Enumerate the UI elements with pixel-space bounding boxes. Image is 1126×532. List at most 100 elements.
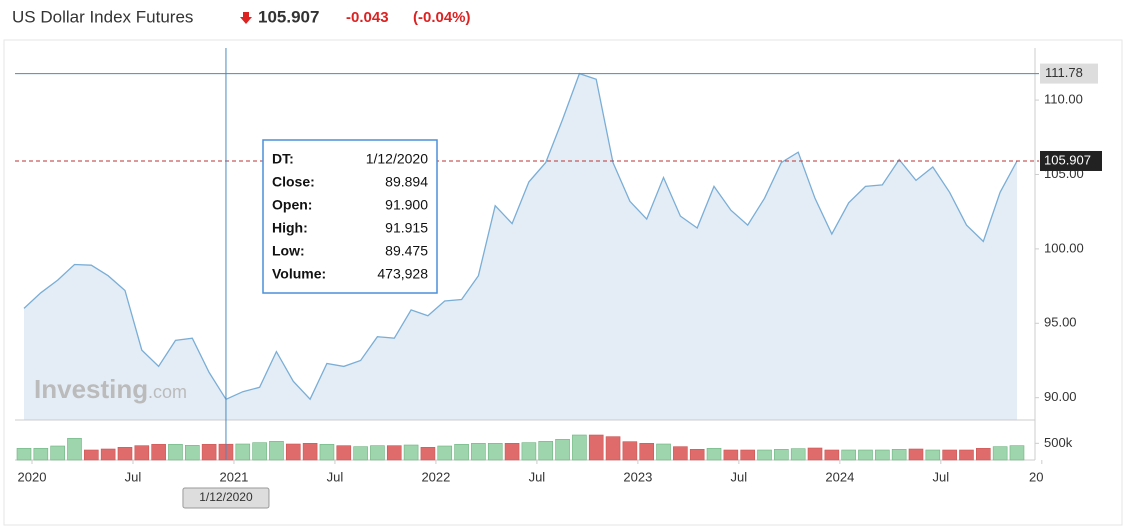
volume-bar bbox=[757, 449, 772, 461]
y-tick-label: 95.00 bbox=[1044, 315, 1077, 330]
x-tick-label: 2022 bbox=[421, 469, 450, 484]
volume-bar bbox=[723, 449, 739, 461]
volume-bar bbox=[774, 449, 789, 461]
volume-bar bbox=[285, 443, 301, 461]
volume-bar bbox=[185, 445, 200, 461]
title: US Dollar Index Futures bbox=[12, 7, 193, 26]
volume-bar bbox=[992, 446, 1008, 461]
last-label: 105.907 bbox=[1044, 152, 1091, 167]
volume-bar bbox=[151, 444, 166, 461]
volume-bar bbox=[639, 443, 655, 461]
x-tick-label: Jul bbox=[327, 469, 344, 484]
volume-bar bbox=[572, 434, 587, 461]
crosshair-label-box bbox=[182, 487, 270, 509]
volume-bar bbox=[807, 447, 823, 461]
tooltip-value: 89.475 bbox=[385, 243, 428, 259]
volume-bar bbox=[538, 441, 554, 461]
tooltip-value: 473,928 bbox=[377, 266, 428, 282]
volume-bar bbox=[67, 438, 82, 461]
x-tick-label: 2020 bbox=[18, 469, 47, 484]
tooltip-key: Close: bbox=[272, 174, 315, 190]
volume-bar bbox=[740, 449, 755, 461]
volume-bar bbox=[117, 447, 133, 461]
x-tick-label: Jul bbox=[125, 469, 142, 484]
volume-bar bbox=[875, 449, 890, 461]
volume-bar bbox=[471, 443, 486, 461]
volume-bar bbox=[555, 439, 570, 461]
y2-tick-label: 500k bbox=[1044, 435, 1073, 450]
volume-bar bbox=[403, 444, 419, 461]
y-tick-label: 90.00 bbox=[1044, 389, 1077, 404]
volume-bar bbox=[891, 449, 907, 461]
watermark: Investing bbox=[34, 374, 148, 404]
volume-bar bbox=[420, 447, 436, 461]
x-tick-label: Jul bbox=[731, 469, 748, 484]
price: 105.907 bbox=[258, 7, 319, 26]
volume-bar bbox=[437, 445, 453, 461]
last-label-box bbox=[1040, 150, 1102, 171]
volume-bar bbox=[487, 443, 503, 461]
volume-bar bbox=[235, 443, 251, 461]
volume-bar bbox=[336, 445, 352, 461]
frame bbox=[3, 39, 1123, 526]
volume-bar bbox=[942, 449, 957, 461]
volume-bar bbox=[100, 448, 116, 461]
volume-bar bbox=[201, 444, 217, 461]
change: -0.043 bbox=[346, 9, 389, 26]
x-tick-label: Jul bbox=[529, 469, 546, 484]
volume-bar bbox=[134, 445, 150, 461]
volume-bar bbox=[370, 445, 385, 461]
x-tick-label: 2021 bbox=[219, 469, 248, 484]
down-arrow bbox=[240, 12, 252, 24]
tooltip-value: 91.900 bbox=[385, 197, 428, 213]
volume-bar bbox=[908, 448, 924, 461]
volume-bar bbox=[1009, 445, 1025, 461]
volume-bar bbox=[353, 446, 368, 461]
volume-bar bbox=[252, 442, 267, 461]
tooltip-value: 89.894 bbox=[385, 174, 428, 190]
volume-bar bbox=[504, 443, 520, 461]
high-label-box bbox=[1040, 63, 1098, 84]
tooltip bbox=[262, 139, 438, 294]
price-line bbox=[23, 72, 1018, 401]
volume-bar bbox=[976, 448, 991, 461]
volume-bar bbox=[622, 441, 638, 461]
volume-bar bbox=[858, 449, 873, 461]
volume-bar bbox=[16, 448, 32, 461]
change-pct: (-0.04%) bbox=[413, 9, 471, 26]
x-tick-label: 20 bbox=[1029, 469, 1043, 484]
x-tick-label: Jul bbox=[933, 469, 950, 484]
x-tick-label: 2024 bbox=[825, 469, 854, 484]
x-tick-label: 2023 bbox=[623, 469, 652, 484]
tooltip-key: High: bbox=[272, 220, 308, 236]
volume-bar bbox=[521, 442, 537, 461]
high-label: 111.78 bbox=[1045, 65, 1083, 80]
y-tick-label: 110.00 bbox=[1044, 92, 1083, 107]
tooltip-value: 91.915 bbox=[385, 220, 428, 236]
volume-bar bbox=[673, 446, 688, 461]
tooltip-key: Open: bbox=[272, 197, 312, 213]
volume-bar bbox=[386, 445, 402, 461]
volume-bar bbox=[454, 444, 469, 461]
volume-bar bbox=[588, 434, 604, 461]
volume-bar bbox=[841, 449, 856, 461]
volume-bar bbox=[50, 445, 65, 461]
volume-bar bbox=[706, 448, 722, 461]
volume-bar bbox=[269, 441, 284, 461]
volume-bar bbox=[33, 448, 49, 461]
volume-bar bbox=[319, 444, 335, 461]
volume-bar bbox=[925, 449, 941, 461]
volume-bar bbox=[689, 449, 705, 461]
tooltip-key: DT: bbox=[272, 151, 294, 167]
tooltip-key: Volume: bbox=[272, 266, 326, 282]
crosshair-label: 1/12/2020 bbox=[199, 490, 253, 504]
watermark-suffix: .com bbox=[148, 382, 187, 402]
volume-bar bbox=[302, 443, 318, 461]
volume-bar bbox=[790, 448, 806, 461]
tooltip-value: 1/12/2020 bbox=[366, 151, 428, 167]
area-fill bbox=[24, 73, 1017, 420]
volume-bar bbox=[824, 449, 840, 461]
volume-bar bbox=[605, 436, 621, 461]
volume-bar bbox=[656, 443, 671, 461]
